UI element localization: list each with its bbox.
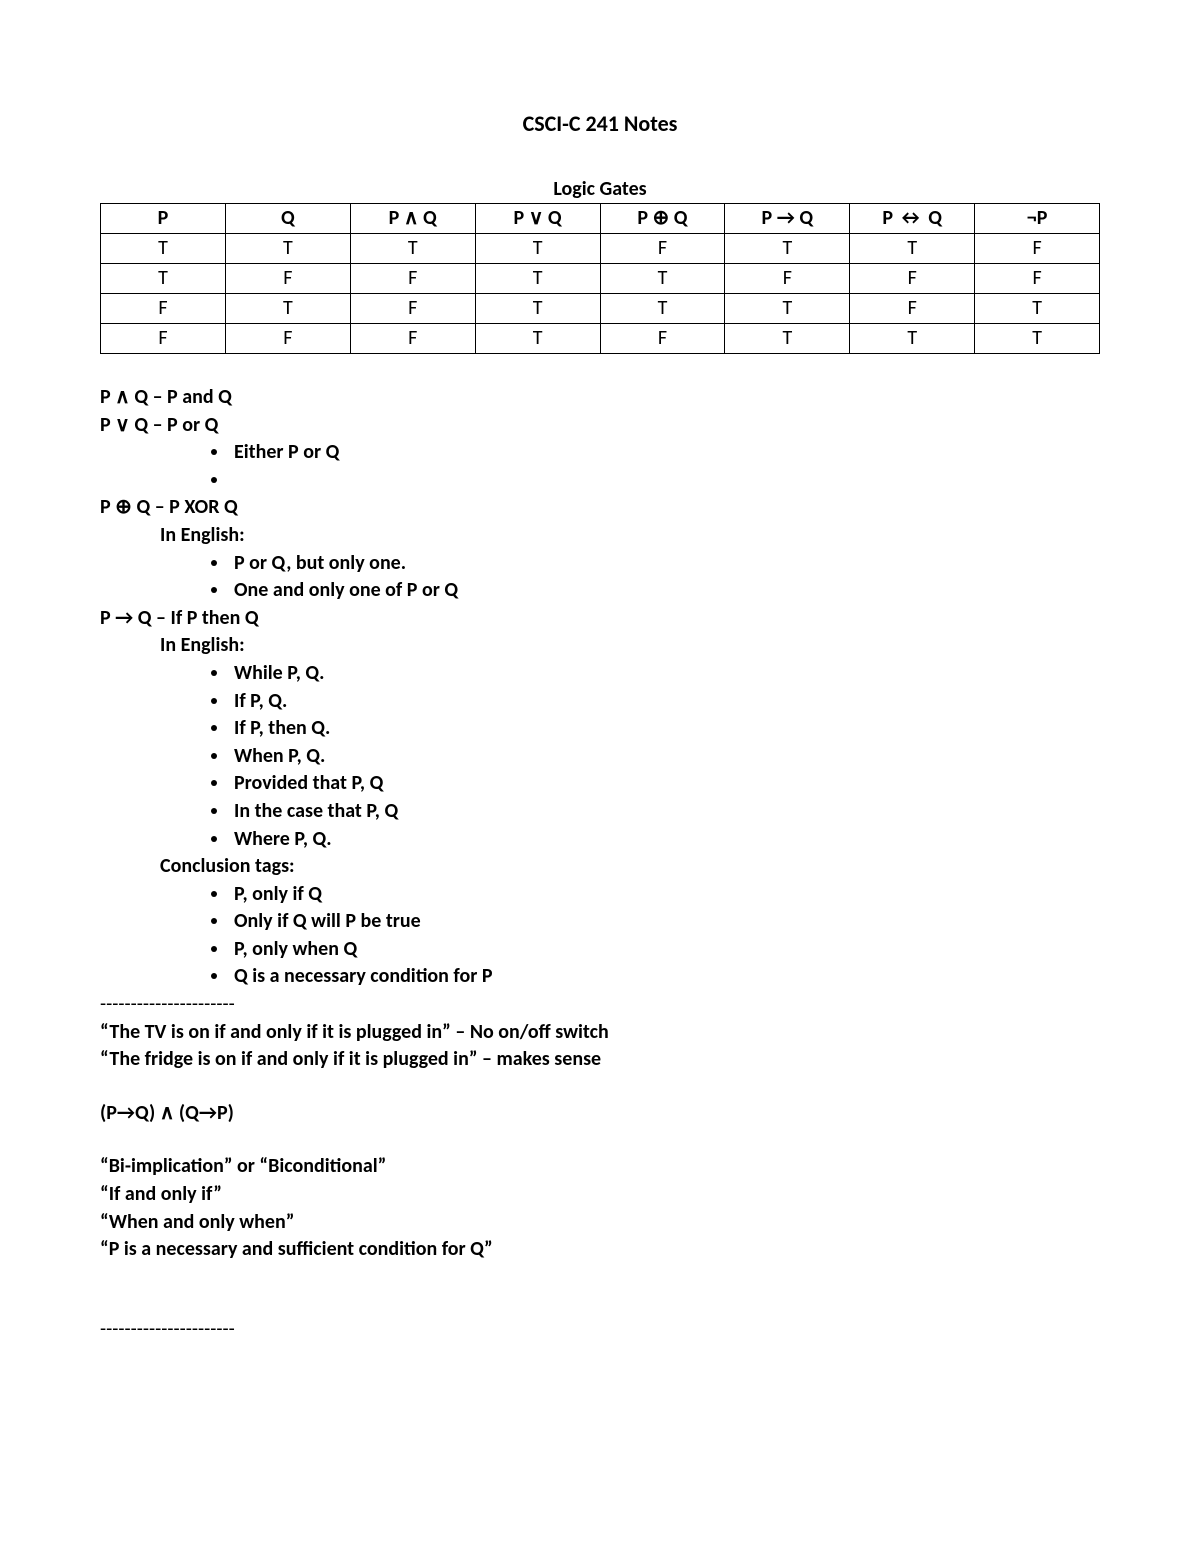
xor-bullets: P or Q, but only one. One and only one o… bbox=[100, 550, 1100, 605]
list-item: Where P, Q. bbox=[230, 826, 1100, 854]
col-header: ¬P bbox=[975, 204, 1100, 234]
document-page: CSCI-C 241 Notes Logic Gates P Q P ∧ Q P… bbox=[0, 0, 1200, 1553]
spacer bbox=[100, 1127, 1100, 1153]
cell: F bbox=[101, 294, 226, 324]
section-divider: ---------------------- bbox=[100, 1316, 1100, 1344]
cell: T bbox=[850, 324, 975, 354]
biconditional-necsuf: “P is a necessary and sufficient conditi… bbox=[100, 1236, 1100, 1264]
cell: T bbox=[475, 264, 600, 294]
section-divider: ---------------------- bbox=[100, 991, 1100, 1019]
list-item: P, only when Q bbox=[230, 936, 1100, 964]
list-item: P or Q, but only one. bbox=[230, 550, 1100, 578]
list-item: Either P or Q bbox=[230, 439, 1100, 467]
cell: T bbox=[850, 234, 975, 264]
cell: F bbox=[600, 234, 725, 264]
col-header: P ⊕ Q bbox=[600, 204, 725, 234]
cell: F bbox=[975, 234, 1100, 264]
cell: F bbox=[225, 324, 350, 354]
list-item bbox=[230, 467, 1100, 495]
and-definition: P ∧ Q – P and Q bbox=[100, 384, 1100, 412]
col-header: Q bbox=[225, 204, 350, 234]
cell: F bbox=[350, 324, 475, 354]
spacer bbox=[100, 1264, 1100, 1316]
notes-body: P ∧ Q – P and Q P ∨ Q – P or Q Either P … bbox=[100, 384, 1100, 1343]
cell: T bbox=[101, 234, 226, 264]
list-item: One and only one of P or Q bbox=[230, 577, 1100, 605]
list-item: If P, Q. bbox=[230, 688, 1100, 716]
in-english-label: In English: bbox=[100, 632, 1100, 660]
truth-table: P Q P ∧ Q P ∨ Q P ⊕ Q P → Q P ↔ Q ¬P T T… bbox=[100, 203, 1100, 354]
cell: F bbox=[350, 294, 475, 324]
cell: T bbox=[725, 324, 850, 354]
implication-bullets: While P, Q. If P, Q. If P, then Q. When … bbox=[100, 660, 1100, 853]
cell: F bbox=[975, 264, 1100, 294]
cell: T bbox=[225, 234, 350, 264]
table-row: T F F T T F F F bbox=[101, 264, 1100, 294]
page-title: CSCI-C 241 Notes bbox=[100, 110, 1100, 137]
or-definition: P ∨ Q – P or Q bbox=[100, 412, 1100, 440]
col-header: P → Q bbox=[725, 204, 850, 234]
cell: F bbox=[725, 264, 850, 294]
cell: T bbox=[475, 234, 600, 264]
or-bullets: Either P or Q bbox=[100, 439, 1100, 494]
cell: F bbox=[101, 324, 226, 354]
cell: T bbox=[975, 324, 1100, 354]
cell: T bbox=[475, 294, 600, 324]
in-english-label: In English: bbox=[100, 522, 1100, 550]
list-item: While P, Q. bbox=[230, 660, 1100, 688]
list-item: In the case that P, Q bbox=[230, 798, 1100, 826]
list-item: Provided that P, Q bbox=[230, 770, 1100, 798]
cell: T bbox=[725, 234, 850, 264]
spacer bbox=[100, 1074, 1100, 1100]
conclusion-bullets: P, only if Q Only if Q will P be true P,… bbox=[100, 881, 1100, 991]
example-fridge: “The fridge is on if and only if it is p… bbox=[100, 1046, 1100, 1074]
cell: F bbox=[350, 264, 475, 294]
cell: T bbox=[225, 294, 350, 324]
cell: F bbox=[850, 294, 975, 324]
list-item: Q is a necessary condition for P bbox=[230, 963, 1100, 991]
xor-definition: P ⊕ Q – P XOR Q bbox=[100, 494, 1100, 522]
cell: T bbox=[475, 324, 600, 354]
cell: T bbox=[725, 294, 850, 324]
table-row: F F F T F T T T bbox=[101, 324, 1100, 354]
biconditional-name: “Bi-implication” or “Biconditional” bbox=[100, 1153, 1100, 1181]
cell: T bbox=[600, 264, 725, 294]
biconditional-formula: (P→Q) ∧ (Q→P) bbox=[100, 1100, 1100, 1128]
conclusion-tags-label: Conclusion tags: bbox=[100, 853, 1100, 881]
list-item: P, only if Q bbox=[230, 881, 1100, 909]
example-tv: “The TV is on if and only if it is plugg… bbox=[100, 1019, 1100, 1047]
list-item: Only if Q will P be true bbox=[230, 908, 1100, 936]
cell: F bbox=[225, 264, 350, 294]
biconditional-iff: “If and only if” bbox=[100, 1181, 1100, 1209]
biconditional-when: “When and only when” bbox=[100, 1209, 1100, 1237]
col-header: P ↔ Q bbox=[850, 204, 975, 234]
col-header: P ∨ Q bbox=[475, 204, 600, 234]
table-row: F T F T T T F T bbox=[101, 294, 1100, 324]
cell: T bbox=[975, 294, 1100, 324]
cell: F bbox=[600, 324, 725, 354]
table-row: T T T T F T T F bbox=[101, 234, 1100, 264]
col-header: P ∧ Q bbox=[350, 204, 475, 234]
cell: F bbox=[850, 264, 975, 294]
implication-definition: P → Q – If P then Q bbox=[100, 605, 1100, 633]
table-header-row: P Q P ∧ Q P ∨ Q P ⊕ Q P → Q P ↔ Q ¬P bbox=[101, 204, 1100, 234]
list-item: If P, then Q. bbox=[230, 715, 1100, 743]
cell: T bbox=[101, 264, 226, 294]
cell: T bbox=[350, 234, 475, 264]
list-item: When P, Q. bbox=[230, 743, 1100, 771]
col-header: P bbox=[101, 204, 226, 234]
table-title: Logic Gates bbox=[100, 177, 1100, 201]
cell: T bbox=[600, 294, 725, 324]
